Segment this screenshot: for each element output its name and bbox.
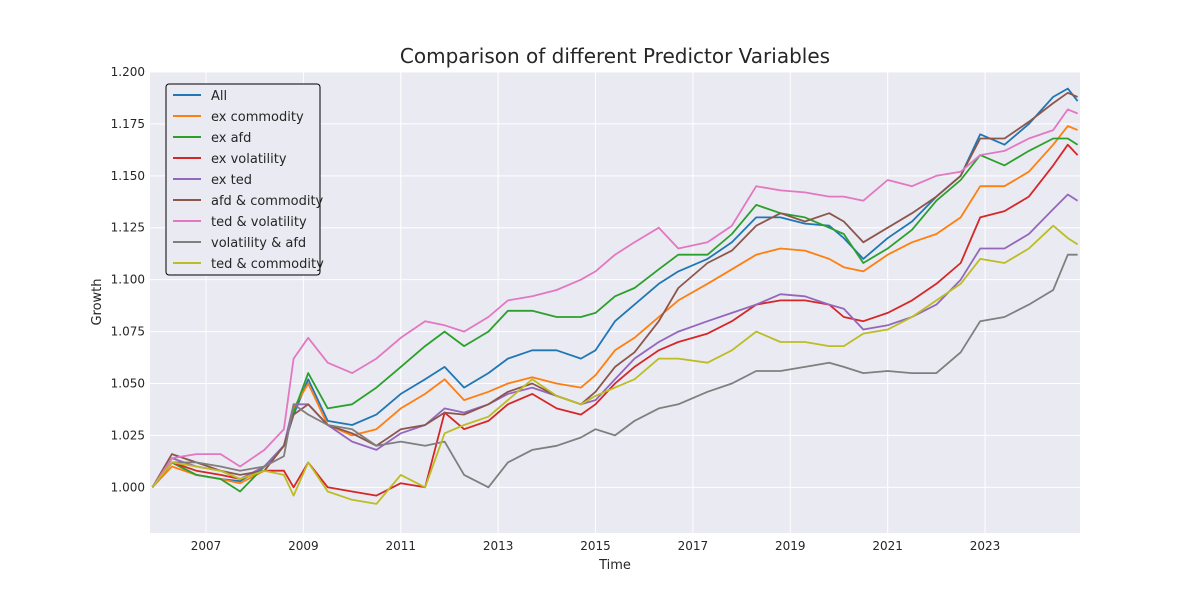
legend-label-7: volatility & afd <box>211 236 306 251</box>
series-lines <box>151 87 1079 505</box>
y-tick-label: 1.025 <box>111 428 145 442</box>
x-axis-label: Time <box>598 558 631 573</box>
y-tick-label: 1.050 <box>111 376 145 390</box>
legend-label-0: All <box>211 89 227 104</box>
x-tick-label: 2013 <box>483 539 514 553</box>
y-axis-label: Growth <box>90 278 105 325</box>
legend-label-6: ted & volatility <box>211 215 307 230</box>
legend-label-4: ex ted <box>211 173 252 188</box>
y-tick-label: 1.100 <box>111 273 145 287</box>
series-line-4 <box>151 193 1079 488</box>
series-line-6 <box>151 108 1078 488</box>
legend-label-5: afd & commodity <box>211 194 324 209</box>
series-line-7 <box>151 253 1078 489</box>
y-tick-label: 1.150 <box>111 169 145 183</box>
x-tick-label: 2017 <box>678 539 709 553</box>
series-line-5 <box>151 91 1078 488</box>
legend-label-3: ex volatility <box>211 152 287 167</box>
legend-label-8: ted & commodity <box>211 257 324 272</box>
x-tick-label: 2023 <box>970 539 1001 553</box>
x-tick-label: 2021 <box>872 539 903 553</box>
tick-labels: 1.000 1.025 1.050 1.075 1.100 1.125 1.150 1.175… <box>111 65 1001 553</box>
series-line-3 <box>151 143 1079 497</box>
legend-box <box>165 83 321 276</box>
x-tick-label: 2007 <box>191 539 222 553</box>
series-line-0 <box>151 87 1079 488</box>
series-line-8 <box>151 224 1079 505</box>
y-tick-label: 1.200 <box>111 65 145 79</box>
x-tick-label: 2011 <box>385 539 416 553</box>
y-tick-label: 1.075 <box>111 325 145 339</box>
x-tick-label: 2015 <box>580 539 611 553</box>
y-tick-label: 1.125 <box>111 221 145 235</box>
x-tick-label: 2009 <box>288 539 319 553</box>
chart-title: Comparison of different Predictor Variab… <box>400 44 830 68</box>
y-tick-label: 1.175 <box>111 117 145 131</box>
legend: All ex commodity ex afd ex volatility ex ted… <box>165 83 324 276</box>
legend-label-1: ex commodity <box>211 110 304 125</box>
x-tick-label: 2019 <box>775 539 806 553</box>
y-tick-label: 1.000 <box>111 480 145 494</box>
legend-label-2: ex afd <box>211 131 251 146</box>
